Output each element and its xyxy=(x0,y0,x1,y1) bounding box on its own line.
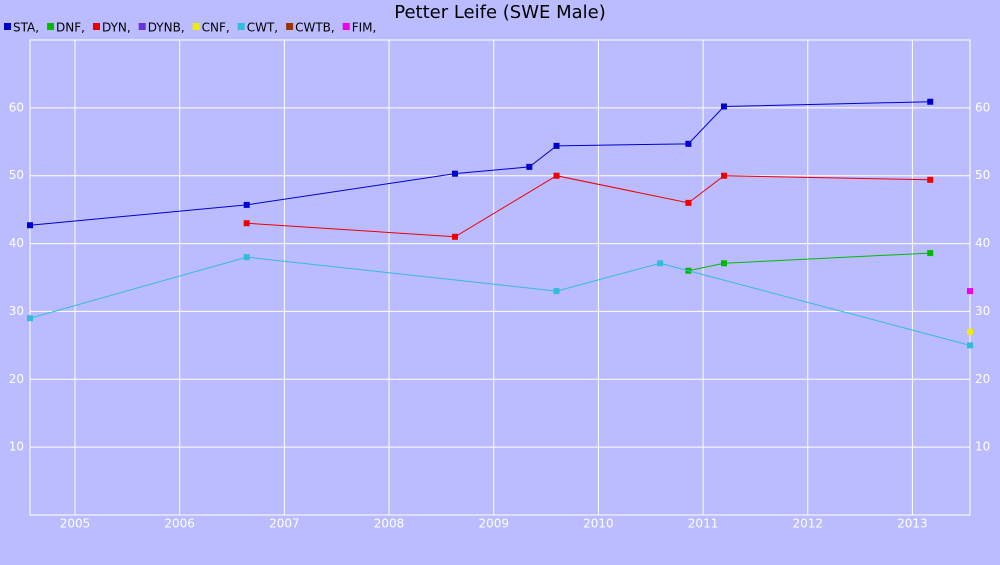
legend-swatch xyxy=(4,23,11,30)
y-tick-label: 40 xyxy=(9,236,24,250)
point xyxy=(685,140,692,147)
point xyxy=(967,342,973,349)
point xyxy=(967,288,973,295)
x-tick-label: 2010 xyxy=(583,517,614,531)
legend-swatch xyxy=(286,23,294,30)
legend-swatch xyxy=(92,23,100,30)
point xyxy=(721,172,728,179)
chart-title: Petter Leife (SWE Male) xyxy=(394,2,606,23)
legend-swatch xyxy=(237,23,245,30)
legend-label: CWT, xyxy=(247,21,278,35)
legend-label: DNF, xyxy=(56,21,85,35)
point xyxy=(967,328,973,335)
point xyxy=(451,170,458,177)
y-tick-label-right: 50 xyxy=(975,168,990,182)
point xyxy=(451,233,458,240)
plot-frame xyxy=(29,39,971,516)
point xyxy=(927,98,934,105)
x-tick-label: 2006 xyxy=(164,517,195,531)
legend-label: FIM, xyxy=(352,21,377,35)
point xyxy=(927,176,934,183)
x-tick-label: 2013 xyxy=(897,517,928,531)
legend-swatch xyxy=(138,23,146,30)
point xyxy=(685,199,692,206)
y-tick-label-right: 10 xyxy=(975,440,990,454)
x-tick-label: 2011 xyxy=(688,517,719,531)
x-tick-label: 2005 xyxy=(60,517,91,531)
y-tick-label: 20 xyxy=(9,372,24,386)
point xyxy=(927,250,934,257)
y-tick-label: 60 xyxy=(9,100,24,114)
point xyxy=(553,172,560,179)
point xyxy=(721,103,728,110)
y-tick-label-right: 40 xyxy=(975,236,990,250)
x-tick-label: 2009 xyxy=(478,517,509,531)
y-tick-label-right: 20 xyxy=(975,372,990,386)
y-tick-label-right: 30 xyxy=(975,304,990,318)
legend-swatch xyxy=(342,23,350,30)
point xyxy=(553,142,560,149)
y-tick-label: 30 xyxy=(9,304,24,318)
point xyxy=(721,260,728,267)
legend-label: CNF, xyxy=(202,21,230,35)
series-line xyxy=(246,175,931,238)
point xyxy=(27,222,33,229)
point xyxy=(27,315,33,322)
x-tick-label: 2008 xyxy=(374,517,405,531)
legend-swatch xyxy=(47,23,55,30)
x-tick-label: 2007 xyxy=(269,517,300,531)
legend-label: STA, xyxy=(13,21,39,35)
legend: STA, DNF, DYN, DYNB, CNF, CWT, CWTB, FIM, xyxy=(4,21,376,35)
legend-swatch xyxy=(192,23,200,30)
y-tick-label: 50 xyxy=(9,168,24,182)
legend-label: DYNB, xyxy=(148,21,185,35)
y-tick-label: 10 xyxy=(9,440,24,454)
x-tick-label: 2012 xyxy=(792,517,823,531)
point xyxy=(243,220,250,227)
series-line xyxy=(29,101,931,226)
legend-label: DYN, xyxy=(102,21,131,35)
y-tick-label-right: 60 xyxy=(975,100,990,114)
point xyxy=(657,260,664,267)
point xyxy=(526,163,533,170)
point xyxy=(553,288,560,295)
legend-label: CWTB, xyxy=(295,21,335,35)
point xyxy=(243,201,250,208)
point xyxy=(243,254,250,261)
